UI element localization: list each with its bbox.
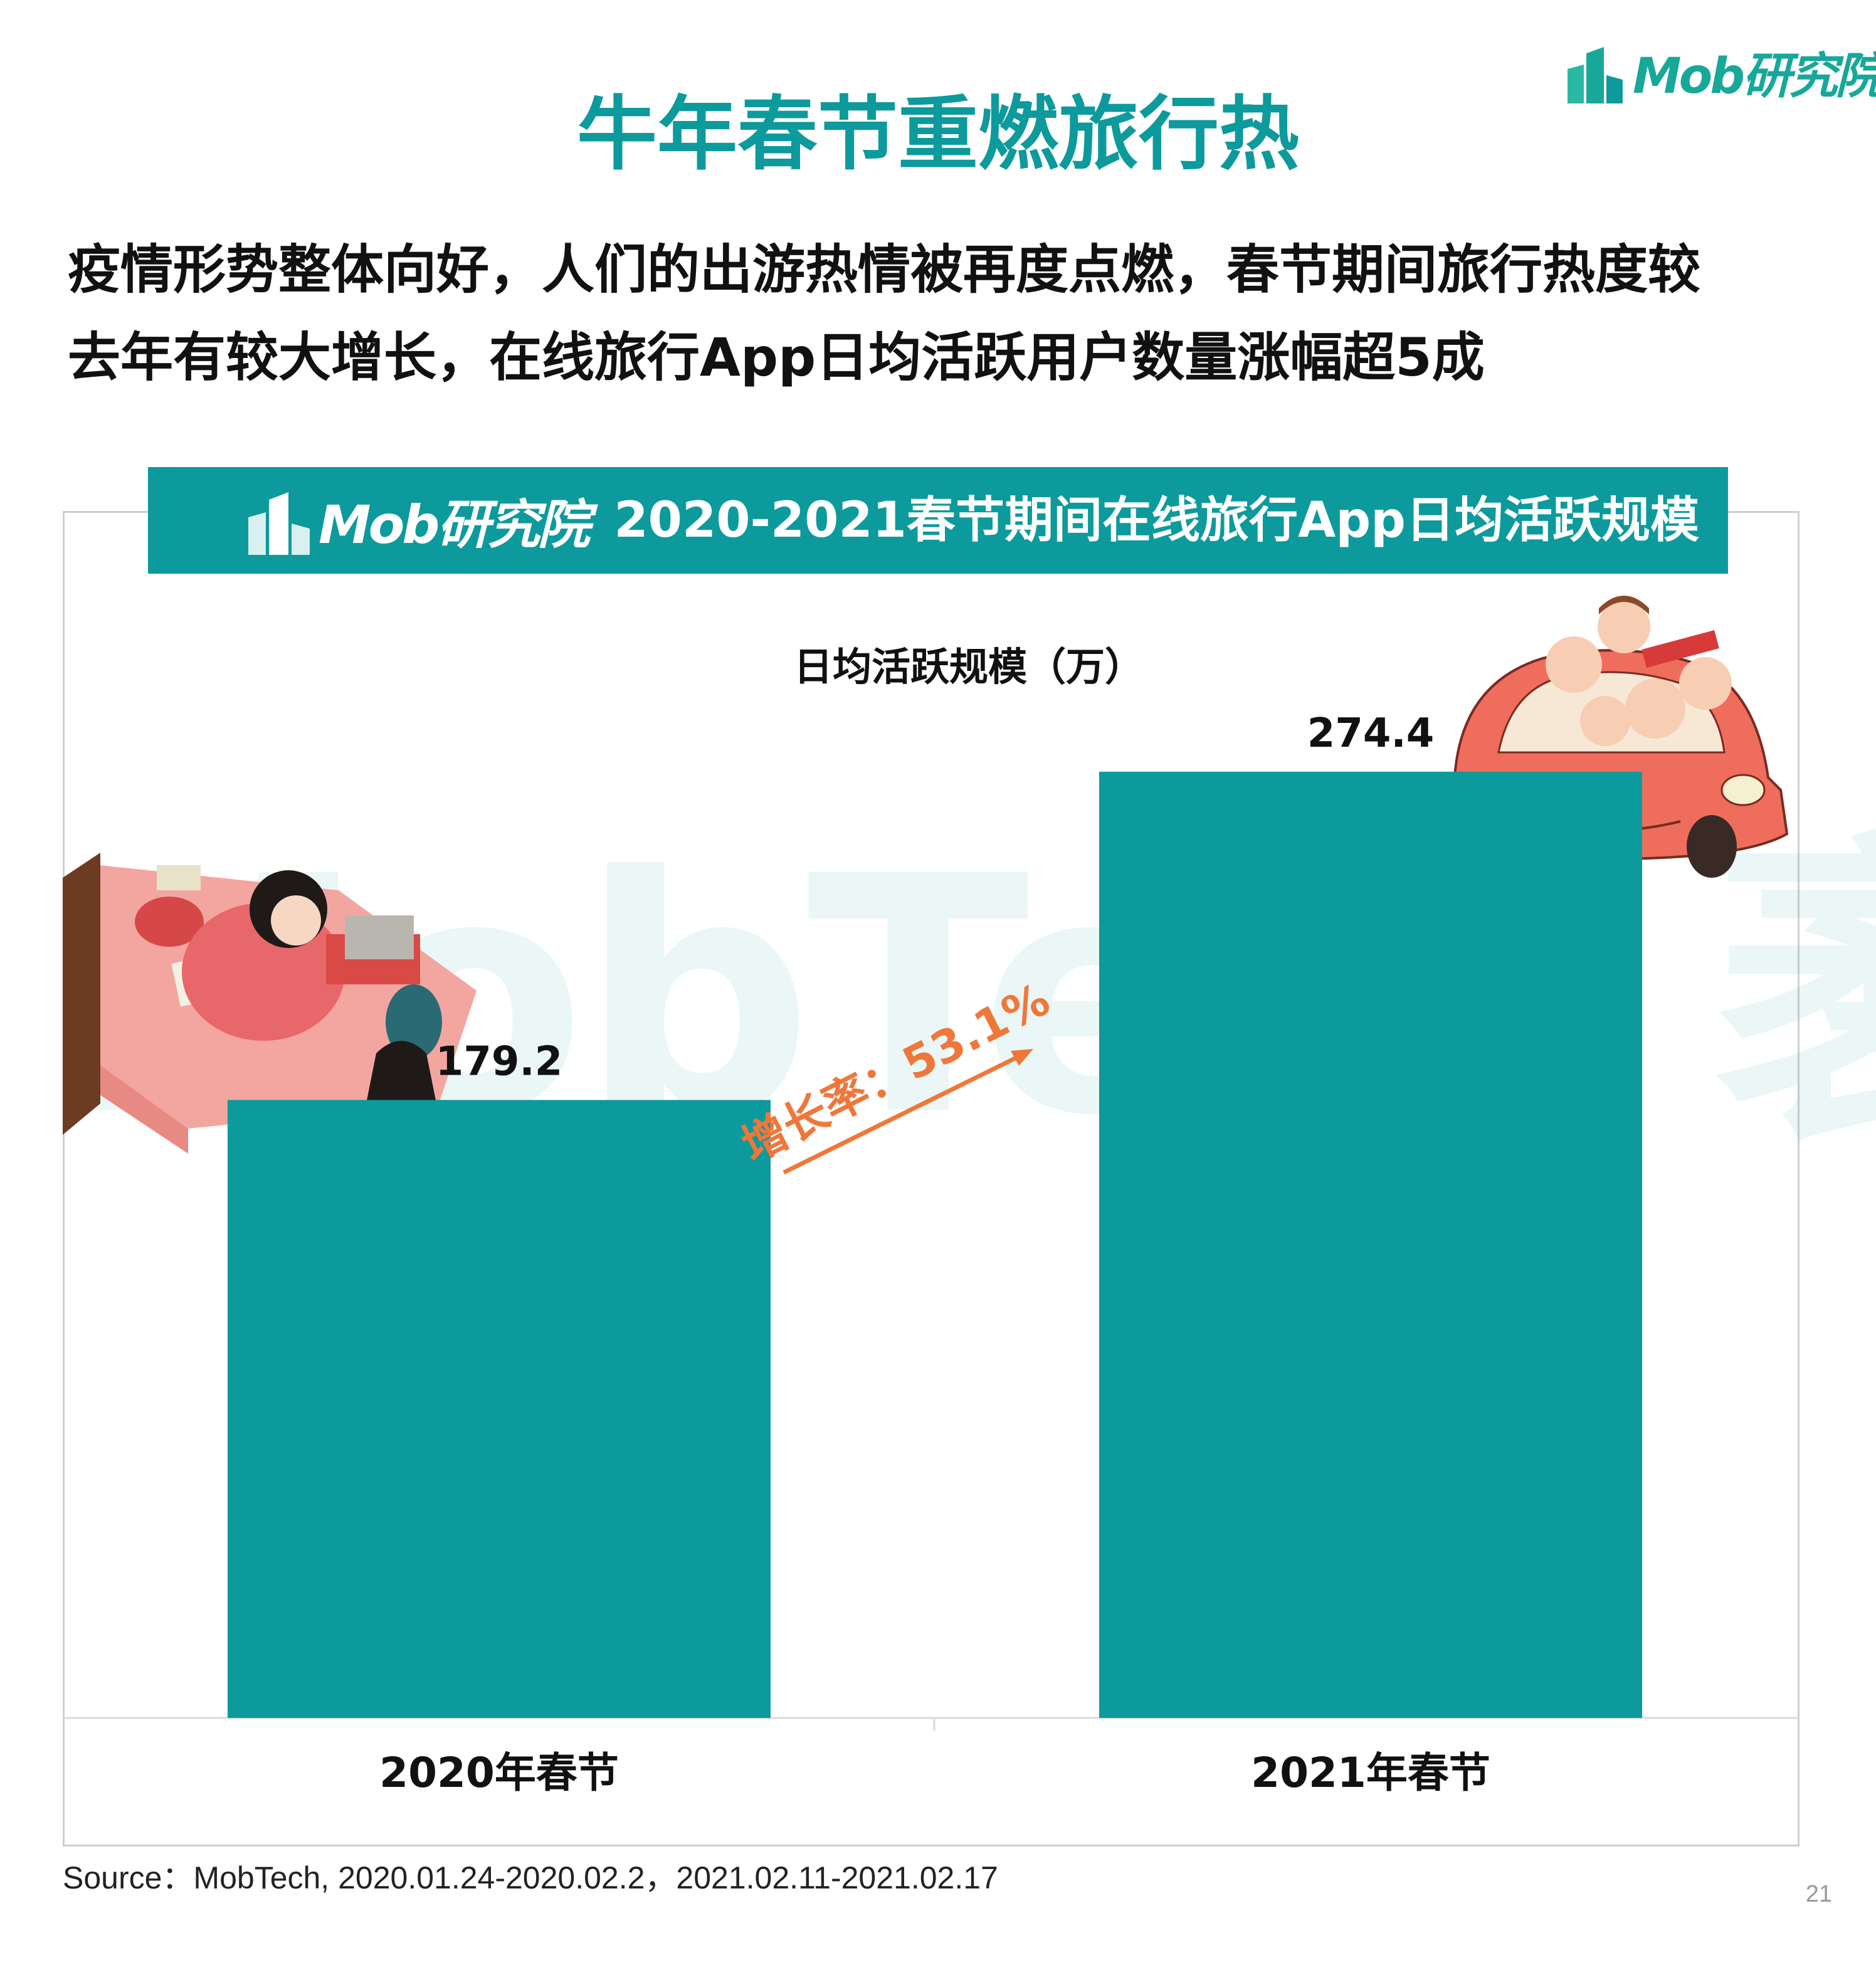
growth-rate-label: 增长率：53.1%: [734, 972, 1058, 1172]
bar-0: [228, 1100, 771, 1718]
bar-value-label-0: 179.2: [436, 1038, 562, 1085]
growth-annotation: 增长率：53.1%: [734, 972, 1058, 1175]
banner-logo-text: Mob研究院: [319, 493, 590, 556]
source-note: Source：MobTech, 2020.01.24-2020.02.2，202…: [63, 1860, 998, 1895]
growth-arrow-head-icon: [1011, 1049, 1033, 1066]
banner-title: 2020-2021春节期间在线旅行App日均活跃规模: [614, 492, 1699, 549]
subtitle-line-2: 去年有较大增长，在线旅行App日均活跃用户数量涨幅超5成: [68, 327, 1485, 388]
x-tick-label-0: 2020年春节: [379, 1749, 619, 1797]
page-title: 牛年春节重燃旅行热: [576, 88, 1299, 181]
banner-logo: Mob研究院: [248, 480, 590, 561]
chart-title: 日均活跃规模（万）: [794, 644, 1144, 690]
page-number: 21: [1805, 1881, 1832, 1907]
girl-on-bed-illustration: [63, 840, 489, 1169]
growth-arrow: [783, 1051, 1026, 1175]
bar-1: [1099, 771, 1642, 1718]
page-subtitle: 疫情形势整体向好，人们的出游热情被再度点燃，春节期间旅行热度较 去年有较大增长，…: [68, 226, 1823, 401]
building-logo-icon: [1568, 41, 1624, 103]
brand-logo: Mob研究院: [1568, 38, 1876, 107]
brand-logo-text: Mob研究院: [1633, 48, 1876, 105]
building-logo-icon: [248, 486, 311, 555]
x-tick-label-1: 2021年春节: [1251, 1749, 1490, 1797]
bar-value-label-1: 274.4: [1307, 710, 1434, 757]
chart-banner: Mob研究院 2020-2021春节期间在线旅行App日均活跃规模: [148, 467, 1728, 574]
subtitle-line-1: 疫情形势整体向好，人们的出游热情被再度点燃，春节期间旅行热度较: [68, 239, 1701, 300]
